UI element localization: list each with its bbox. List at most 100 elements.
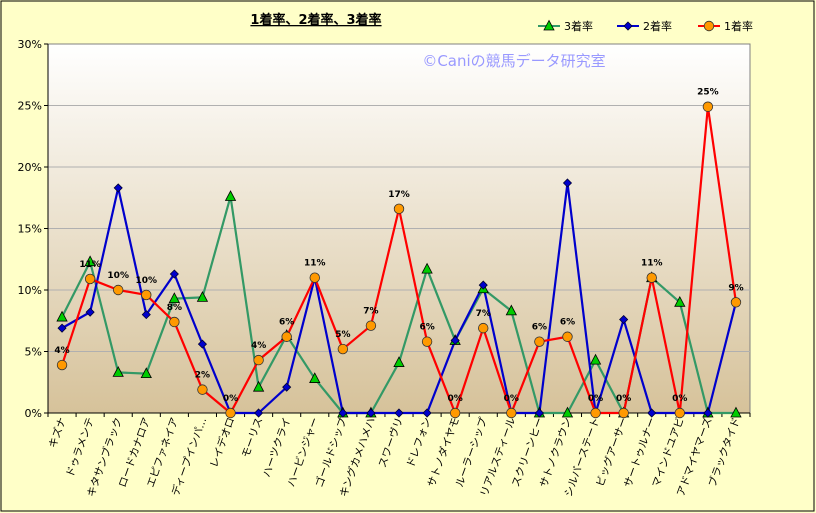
data-label: 0%: [223, 394, 238, 404]
marker-diamond: [623, 21, 633, 31]
marker-circle: [590, 407, 601, 419]
data-label: 4%: [251, 341, 266, 351]
y-tick-label: 30%: [18, 38, 42, 51]
marker-circle: [534, 336, 545, 347]
marker-triangle: [112, 366, 124, 377]
data-label: 11%: [304, 259, 326, 269]
marker-circle: [197, 384, 208, 395]
legend-label: 2着率: [643, 19, 672, 33]
data-label: 0%: [616, 394, 631, 404]
data-label: 0%: [448, 394, 463, 404]
marker-circle: [393, 203, 405, 215]
marker-triangle: [168, 292, 181, 304]
marker-triangle: [421, 262, 433, 274]
marker-circle: [309, 272, 320, 283]
marker-diamond: [338, 408, 348, 418]
marker-diamond: [422, 408, 432, 418]
series-markers: [56, 101, 742, 419]
y-tick-label: 25%: [18, 100, 42, 113]
marker-diamond: [85, 307, 95, 317]
marker-circle: [112, 284, 124, 296]
y-tick-label: 20%: [18, 161, 42, 174]
marker-triangle: [730, 406, 742, 418]
marker-triangle: [561, 406, 574, 418]
marker-circle: [702, 101, 714, 112]
marker-circle: [730, 297, 742, 308]
marker-diamond: [450, 335, 460, 345]
marker-diamond: [113, 183, 123, 193]
marker-circle: [478, 322, 489, 334]
marker-triangle: [674, 295, 686, 307]
marker-circle: [449, 407, 461, 419]
marker-circle: [506, 407, 517, 419]
marker-circle: [618, 407, 629, 419]
data-label: 11%: [641, 259, 663, 269]
marker-triangle: [589, 353, 602, 365]
y-tick-label: 15%: [18, 223, 42, 236]
chart-title: 1着率、2着率、3着率: [250, 12, 381, 28]
data-label: 6%: [532, 323, 547, 333]
data-label: 10%: [107, 271, 129, 281]
marker-circle: [141, 289, 152, 301]
data-label: 0%: [672, 394, 687, 404]
marker-triangle: [196, 291, 209, 302]
marker-triangle: [224, 190, 237, 201]
marker-diamond: [703, 408, 713, 418]
data-label: 6%: [560, 318, 575, 328]
marker-circle: [281, 331, 292, 342]
data-label: 4%: [54, 346, 69, 356]
y-axis-ticks: 0% 5% 10% 15% 20% 25% 30%: [18, 38, 48, 420]
data-label: 6%: [279, 318, 294, 328]
marker-circle: [562, 331, 573, 342]
marker-circle: [169, 316, 180, 328]
marker-diamond: [394, 408, 404, 418]
data-label: 7%: [476, 309, 491, 319]
y-tick-label: 10%: [18, 284, 42, 297]
marker-triangle: [56, 310, 68, 322]
marker-triangle: [252, 380, 265, 392]
marker-triangle: [543, 19, 555, 31]
marker-diamond: [534, 408, 544, 418]
marker-circle: [365, 320, 377, 331]
y-tick-label: 5%: [25, 346, 42, 359]
marker-diamond: [197, 339, 208, 349]
marker-circle: [84, 273, 96, 285]
marker-diamond: [647, 408, 657, 418]
marker-circle: [421, 336, 433, 347]
grid-lines: [48, 105, 750, 352]
marker-circle: [646, 272, 657, 283]
watermark: ©Caniの競馬データ研究室: [422, 52, 605, 70]
y-tick-label: 0%: [25, 407, 42, 420]
marker-circle: [337, 343, 349, 355]
data-label: 0%: [588, 394, 603, 404]
marker-circle: [56, 359, 68, 371]
data-label: 9%: [728, 283, 743, 293]
marker-diamond: [57, 323, 67, 333]
marker-triangle: [84, 255, 96, 267]
marker-triangle: [393, 356, 405, 367]
legend-label: 1着率: [724, 19, 753, 33]
marker-triangle: [140, 367, 152, 379]
marker-diamond: [366, 408, 376, 418]
data-label: 7%: [363, 307, 378, 317]
data-label: 0%: [504, 394, 519, 404]
marker-diamond: [619, 314, 629, 325]
marker-diamond: [282, 382, 292, 392]
data-label: 5%: [335, 330, 350, 340]
marker-diamond: [141, 310, 151, 320]
marker-circle: [253, 354, 264, 366]
data-label: 11%: [79, 260, 101, 270]
data-label: 25%: [697, 88, 719, 98]
data-labels: 4% 11% 10% 10% 8% 2% 0% 4% 6% 11% 5% 7% 17% 6% 0% 7% 0% 6…: [54, 88, 743, 404]
marker-triangle: [505, 304, 517, 316]
marker-diamond: [562, 178, 573, 188]
data-label: 17%: [388, 190, 410, 200]
marker-diamond: [254, 408, 264, 418]
data-label: 10%: [136, 276, 158, 286]
marker-diamond: [169, 269, 179, 279]
legend-label: 3着率: [564, 19, 593, 33]
marker-diamond: [478, 280, 488, 290]
marker-circle: [674, 407, 686, 419]
legend: 3着率 2着率 1着率: [538, 19, 753, 33]
